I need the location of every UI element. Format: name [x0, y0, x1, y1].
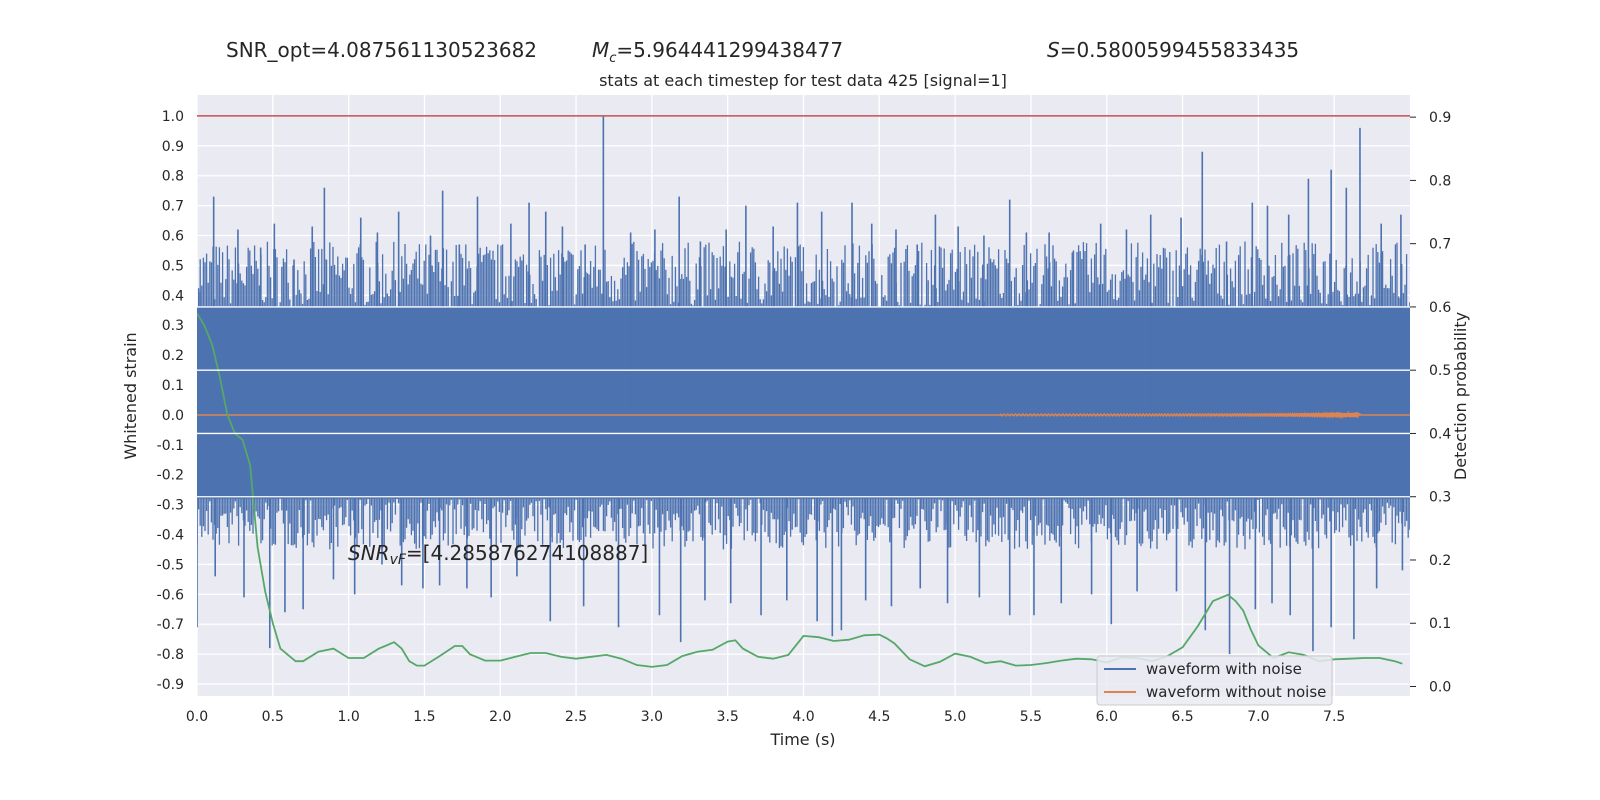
- y-tick-label: -0.8: [157, 647, 184, 663]
- y-tick-label: 0.6: [162, 229, 184, 245]
- legend: waveform with noise waveform without noi…: [1096, 655, 1333, 706]
- y-tick-label: 1.0: [162, 109, 184, 125]
- detection-probability-path: [197, 312, 1403, 668]
- y2-tick-label: 0.3: [1429, 490, 1451, 506]
- y-tick-label: -0.4: [157, 528, 184, 544]
- x-axis-label: Time (s): [769, 730, 835, 749]
- chart-title: stats at each timestep for test data 425…: [599, 71, 1007, 90]
- y-tick-label: 0.1: [162, 378, 184, 394]
- legend-box: [1096, 655, 1333, 706]
- y-tick-label: 0.2: [162, 348, 184, 364]
- y-tick-label: 0.8: [162, 169, 184, 185]
- y-tick-label: -0.5: [157, 557, 184, 573]
- y-tick-label: -0.1: [157, 438, 184, 454]
- y-tick-label: -0.3: [157, 498, 184, 514]
- x-tick-label: 5.0: [944, 709, 966, 725]
- legend-label-noise: waveform with noise: [1146, 660, 1302, 678]
- x-tick-label: 5.5: [1020, 709, 1042, 725]
- x-tick-label: 6.0: [1096, 709, 1118, 725]
- s-value-label: S=0.5800599455833435: [1047, 38, 1300, 62]
- y-tick-label: -0.7: [157, 617, 184, 633]
- legend-label-clean: waveform without noise: [1146, 683, 1326, 701]
- x-tick-label: 4.5: [868, 709, 890, 725]
- y-tick-label: 0.7: [162, 199, 184, 215]
- x-tick-label: 7.5: [1323, 709, 1345, 725]
- x-tick-label: 1.5: [413, 709, 435, 725]
- y-tick-label: 0.3: [162, 318, 184, 334]
- snr-annotation: SNRvF=[4.285876274108887]: [348, 541, 648, 568]
- x-tick-label: 0.5: [262, 709, 284, 725]
- y-tick-label: -0.9: [157, 677, 184, 693]
- y2-tick-label: 0.9: [1429, 110, 1451, 126]
- chirp-mass-label: Mc=5.964441299438477: [592, 38, 844, 66]
- y-tick-label: 0.4: [162, 288, 184, 304]
- x-tick-label: 4.0: [792, 709, 814, 725]
- x-tick-label: 0.0: [186, 709, 208, 725]
- y2-axis-label: Detection probability: [1451, 312, 1470, 480]
- x-tick-label: 6.5: [1171, 709, 1193, 725]
- chirp-mass-value: =5.964441299438477: [616, 38, 844, 62]
- y2-tick-label: 0.1: [1429, 616, 1451, 632]
- y-axis-label: Whitened strain: [121, 332, 140, 459]
- y2-tick-label: 0.6: [1429, 300, 1451, 316]
- noise-filler-spikes: [197, 241, 1410, 550]
- clean-waveform: [197, 410, 1410, 420]
- y2-tick-label: 0.7: [1429, 237, 1451, 253]
- y2-tick-label: 0.4: [1429, 426, 1451, 442]
- y-tick-label: 0.9: [162, 139, 184, 155]
- y-tick-label: 0.0: [162, 408, 184, 424]
- right-axis-grid-lines: [197, 306, 1410, 498]
- y-tick-label: 0.5: [162, 258, 184, 274]
- clean-waveform-path: [197, 410, 1410, 420]
- x-tick-label: 7.0: [1247, 709, 1269, 725]
- y2-tick-label: 0.2: [1429, 553, 1451, 569]
- snr-opt-label: SNR_opt=4.087561130523682: [226, 38, 538, 62]
- noisy-waveform-spikes: [197, 115, 1410, 655]
- x-tick-label: 1.0: [337, 709, 359, 725]
- y-tick-label: -0.2: [157, 468, 184, 484]
- s-value: =0.5800599455833435: [1059, 38, 1300, 62]
- x-tick-label: 2.0: [489, 709, 511, 725]
- x-axis-ticks: 0.0 0.5 1.0 1.5 2.0 2.5 3.0 3.5 4.0 4.5 5.0 5.5 6.0 6…: [186, 709, 1345, 725]
- y2-tick-label: 0.0: [1429, 680, 1451, 696]
- y-tick-label: -0.6: [157, 587, 184, 603]
- y2-axis-ticks: 0.0 0.1 0.2 0.3 0.4 0.5 0.6 0.7 0.8 0.9: [1410, 110, 1451, 696]
- y-axis-ticks: -0.9 -0.8 -0.7 -0.6 -0.5 -0.4 -0.3 -0.2 -0.1 0.0 0…: [157, 109, 184, 693]
- detection-probability-line: [197, 312, 1403, 668]
- x-tick-label: 2.5: [565, 709, 587, 725]
- y2-tick-label: 0.8: [1429, 173, 1451, 189]
- x-tick-label: 3.0: [641, 709, 663, 725]
- x-tick-label: 3.5: [717, 709, 739, 725]
- y2-tick-label: 0.5: [1429, 363, 1451, 379]
